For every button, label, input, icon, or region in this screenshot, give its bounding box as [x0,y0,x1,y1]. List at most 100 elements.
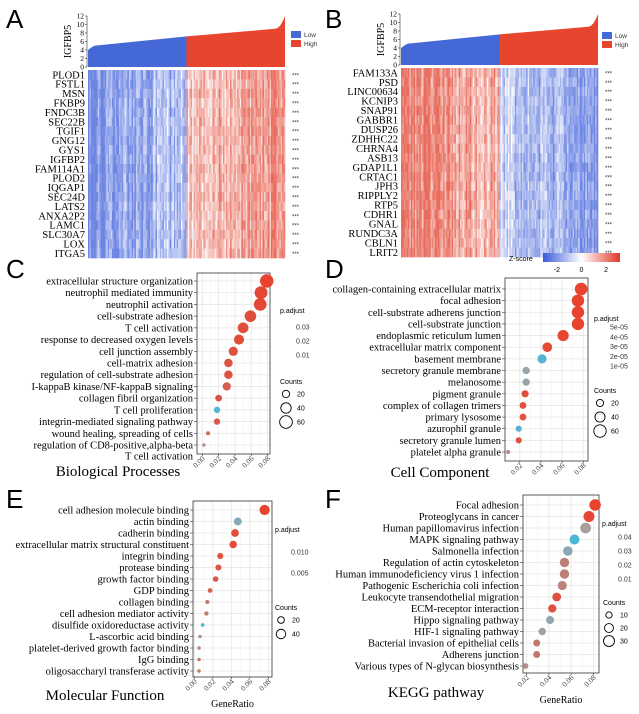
heatmap-cell [468,219,471,229]
heatmap-cell [484,105,486,116]
heatmap-cell [247,182,249,193]
heatmap-cell [455,86,458,97]
heatmap-cell [259,98,262,108]
heatmap-cell [405,171,407,182]
heatmap-cell [224,117,227,127]
heatmap-cell [182,79,184,90]
heatmap-cell [234,126,237,137]
heatmap-cell [197,239,200,249]
heatmap-cell [412,96,414,107]
heatmap-cell [263,88,266,99]
heatmap-cell [462,209,465,220]
heatmap-cell [93,107,96,118]
heatmap-cell [254,135,256,146]
heatmap-cell [486,238,489,248]
heatmap-cell [159,164,162,174]
heatmap-cell [422,143,424,154]
heatmap-cell [453,219,455,229]
heatmap-cell [534,200,537,211]
heatmap-cell [149,248,152,259]
heatmap-cell [151,98,154,108]
heatmap-cell [159,135,162,146]
heatmap-cell [210,154,213,165]
heatmap-cell [275,79,277,90]
heatmap-cell [235,220,238,231]
heatmap-cell [472,200,475,211]
heatmap-cell [214,164,217,174]
heatmap-cell [533,228,535,239]
heatmap-cell [454,181,457,192]
heatmap-cell [223,70,225,80]
heatmap-cell [95,220,97,231]
heatmap-cell [180,117,183,127]
heatmap-cell [166,211,169,221]
heatmap-cell [113,107,116,118]
heatmap-cell [180,79,183,90]
heatmap-cell [192,88,194,99]
heatmap-cell [131,117,134,127]
gene-label: LATS2 [55,202,85,213]
heatmap-cell [228,70,231,80]
heatmap-cell [541,77,544,88]
heatmap-cell [244,145,246,155]
heatmap-cell [488,68,490,78]
heatmap-cell [125,192,128,202]
heatmap-cell [206,220,208,231]
heatmap-cell [401,115,403,125]
heatmap-cell [90,145,93,155]
heatmap-cell [237,220,239,231]
heatmap-cell [121,98,124,108]
heatmap-cell [482,181,485,192]
heatmap-cell [522,171,524,182]
heatmap-cell [117,211,120,221]
heatmap-cell [401,190,403,201]
heatmap-cell [179,182,182,193]
heatmap-cell [537,162,540,173]
y-tick-label: 8 [393,27,397,36]
heatmap-cell [273,239,276,249]
heatmap-cell [256,173,259,184]
heatmap-cell [282,154,284,165]
heatmap-cell [169,211,172,221]
heatmap-cell [125,154,128,165]
heatmap-cell [249,88,252,99]
heatmap-cell [485,238,488,248]
heatmap-cell [261,126,263,137]
heatmap-cell [114,239,117,249]
heatmap-cell [499,209,502,220]
heatmap-cell [419,153,421,163]
heatmap-cell [262,79,265,90]
heatmap-cell [491,115,493,125]
heatmap-cell [519,171,521,182]
heatmap-cell [441,219,444,229]
heatmap-cell [273,107,276,118]
heatmap-cell [180,164,183,174]
heatmap-cell [523,247,526,258]
heatmap-cell [144,117,146,127]
heatmap-cell [517,124,520,135]
heatmap-cell [263,117,266,127]
heatmap-cell [227,98,230,108]
heatmap-cell [491,181,493,192]
heatmap-cell [163,135,166,146]
heatmap-cell [234,182,237,193]
heatmap-cell [503,181,506,192]
heatmap-cell [206,211,208,221]
heatmap-cell [216,239,218,249]
heatmap-cell [151,229,154,240]
heatmap-cell [423,105,426,116]
heatmap-cell [437,68,440,78]
heatmap-cell [422,209,424,220]
heatmap-cell [242,201,245,212]
heatmap-cell [148,248,151,259]
heatmap-cell [282,98,284,108]
heatmap-cell [422,181,424,192]
heatmap-cell [513,115,516,125]
heatmap-cell [173,164,176,174]
heatmap-cell [541,181,544,192]
heatmap-cell [247,79,249,90]
heatmap-cell [127,239,130,249]
heatmap-cell [124,229,127,240]
heatmap-cell [269,239,272,249]
heatmap-cell [498,77,500,88]
